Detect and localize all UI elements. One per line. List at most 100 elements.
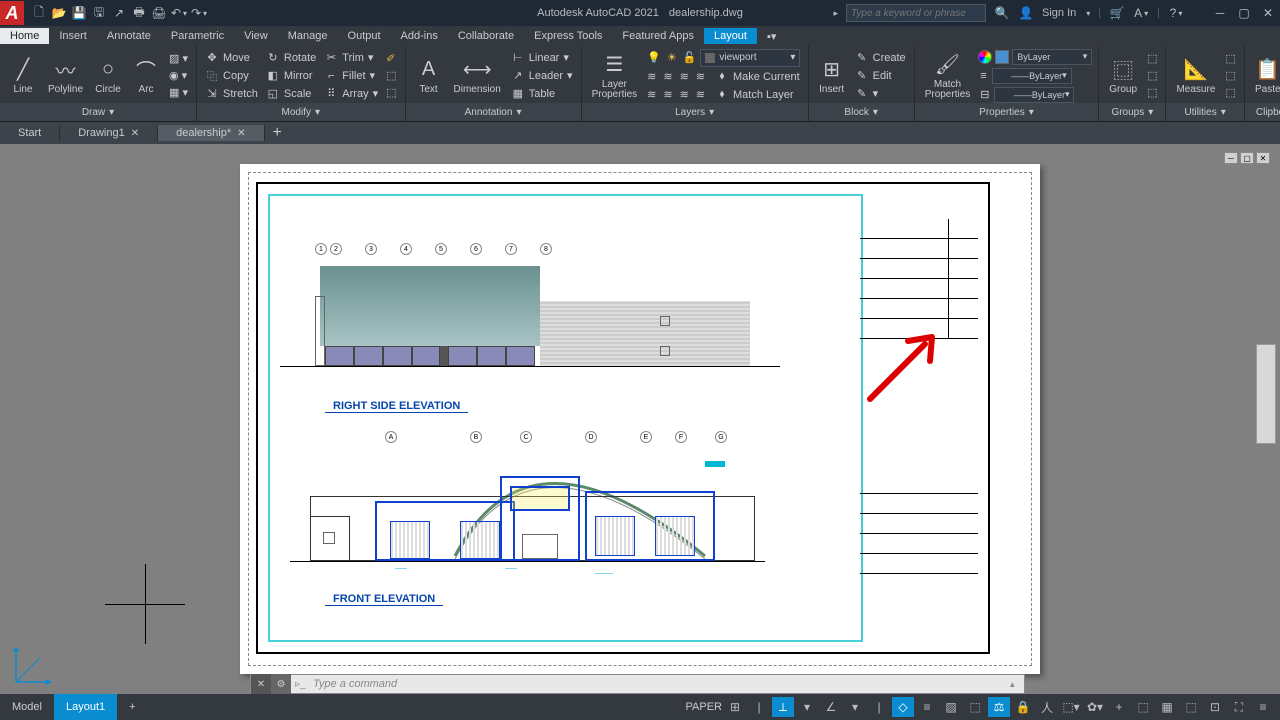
insert-button[interactable]: ⊞Insert <box>815 54 849 97</box>
isolate-icon[interactable]: ⊡ <box>1204 697 1226 717</box>
rotate-button[interactable]: ↻Rotate <box>264 50 318 66</box>
layer-bulb-icon[interactable]: 💡 <box>645 50 663 65</box>
layer-t3-icon[interactable]: ≋ <box>678 69 691 85</box>
lineweight-status-icon[interactable]: ≡ <box>916 697 938 717</box>
line-button[interactable]: ╱Line <box>6 54 40 97</box>
matchlayer-button[interactable]: ⬧Match Layer <box>713 87 796 103</box>
snap-icon[interactable]: ⟂ <box>772 697 794 717</box>
cleanscreen-icon[interactable]: ⛶ <box>1228 697 1250 717</box>
layer-lock-icon[interactable]: 🔓 <box>681 50 699 65</box>
vp-maximize-icon[interactable]: ▢ <box>1240 152 1254 164</box>
drawing-workspace[interactable]: ─ ▢ ✕ 1 2 3 4 5 6 7 8 <box>0 144 1280 694</box>
draw-extra1-icon[interactable]: ▨ ▾ <box>167 51 190 66</box>
annoscale-icon[interactable]: ⚖ <box>988 697 1010 717</box>
util-ex1-icon[interactable]: ⬚ <box>1223 51 1237 66</box>
tab-view[interactable]: View <box>234 28 278 44</box>
status-dd-icon[interactable]: ▾ <box>844 697 866 717</box>
array-button[interactable]: ⠿Array ▾ <box>322 86 380 102</box>
editattr-button[interactable]: ✎▾ <box>853 86 908 102</box>
layout1-tab[interactable]: Layout1 <box>54 694 117 720</box>
tab-home[interactable]: Home <box>0 28 49 44</box>
transparency-icon[interactable]: ▨ <box>940 697 962 717</box>
group-button[interactable]: ⿴Group <box>1105 54 1141 97</box>
scale-button[interactable]: ◱Scale <box>264 86 318 102</box>
filetab-drawing1[interactable]: Drawing1✕ <box>60 125 158 141</box>
color-bylayer-dropdown[interactable]: ByLayer▾ <box>1012 49 1092 65</box>
vp-close-icon[interactable]: ✕ <box>1256 152 1270 164</box>
qat-open-icon[interactable]: 📂 <box>50 4 68 22</box>
vp-minimize-icon[interactable]: ─ <box>1224 152 1238 164</box>
tab-insert[interactable]: Insert <box>49 28 97 44</box>
qat-web-icon[interactable]: ↗ <box>110 4 128 22</box>
signin-link[interactable]: Sign In <box>1042 7 1076 19</box>
app-store-icon[interactable]: A <box>1133 5 1149 21</box>
arc-button[interactable]: ⌒Arc <box>129 54 163 97</box>
tab-output[interactable]: Output <box>338 28 391 44</box>
layer-t2-icon[interactable]: ≋ <box>661 69 674 85</box>
search-input[interactable] <box>846 4 986 22</box>
search-icon[interactable]: 🔍 <box>994 5 1010 21</box>
paste-button[interactable]: 📋Paste <box>1251 54 1280 97</box>
layer-b2-icon[interactable]: ≋ <box>661 87 674 103</box>
qat-print-icon[interactable]: 🖨 <box>150 4 168 22</box>
color-wheel-icon[interactable] <box>978 50 992 64</box>
tab-parametric[interactable]: Parametric <box>161 28 234 44</box>
draw-extra3-icon[interactable]: ▦ ▾ <box>167 85 190 100</box>
layer-sun-icon[interactable]: ☀ <box>665 50 679 65</box>
layer-t1-icon[interactable]: ≋ <box>645 69 658 85</box>
cart-icon[interactable]: 🛒 <box>1109 5 1125 21</box>
qat-undo-icon[interactable]: ↶ <box>170 4 188 22</box>
paper-toggle[interactable]: PAPER <box>686 701 722 713</box>
modify-ex2-icon[interactable]: ⬚ <box>384 68 398 83</box>
lockui-icon[interactable]: ⬚ <box>1180 697 1202 717</box>
qat-new-icon[interactable]: 🗋 <box>30 4 48 22</box>
customization-icon[interactable]: ≡ <box>1252 697 1274 717</box>
tab-manage[interactable]: Manage <box>278 28 338 44</box>
layer-t4-icon[interactable]: ≋ <box>694 69 707 85</box>
share-icon[interactable]: ▸ <box>833 8 838 19</box>
units-icon[interactable]: ⬚ <box>1132 697 1154 717</box>
layer-b4-icon[interactable]: ≋ <box>694 87 707 103</box>
scale-icon[interactable]: ⬚▾ <box>1060 697 1082 717</box>
qat-saveall-icon[interactable]: 🖫 <box>90 4 108 22</box>
table-button[interactable]: ▦Table <box>509 86 575 102</box>
qat-save-icon[interactable]: 💾 <box>70 4 88 22</box>
signin-dropdown-icon[interactable] <box>1084 7 1090 19</box>
command-line[interactable]: ✕ ⚙ ▹_ Type a command ▴ <box>250 674 1025 694</box>
tab-featuredapps[interactable]: Featured Apps <box>612 28 704 44</box>
filetab-start[interactable]: Start <box>0 125 60 141</box>
maximize-icon[interactable]: ▢ <box>1236 5 1252 21</box>
cmdline-close-icon[interactable]: ✕ <box>251 674 271 694</box>
tab-layout[interactable]: Layout <box>704 28 757 44</box>
group-ex3-icon[interactable]: ⬚ <box>1145 85 1159 100</box>
workspace-icon[interactable]: ✿▾ <box>1084 697 1106 717</box>
annotation-vis-icon[interactable]: 人 <box>1036 697 1058 717</box>
modify-ex1-icon[interactable]: ✐ <box>384 51 398 66</box>
polyline-button[interactable]: 〰Polyline <box>44 54 87 97</box>
osnap-icon[interactable]: ◇ <box>892 697 914 717</box>
tab-expresstools[interactable]: Express Tools <box>524 28 612 44</box>
mirror-button[interactable]: ◧Mirror <box>264 68 318 84</box>
leader-button[interactable]: ↗Leader ▾ <box>509 68 575 84</box>
close-icon[interactable]: ✕ <box>1260 5 1276 21</box>
scale-lock-icon[interactable]: 🔒 <box>1012 697 1034 717</box>
edit-button[interactable]: ✎Edit <box>853 68 908 84</box>
cmdline-config-icon[interactable]: ⚙ <box>271 674 291 694</box>
filetab-dealership[interactable]: dealership*✕ <box>158 125 264 141</box>
tab-extra-icon[interactable]: ▪▾ <box>757 28 786 45</box>
linear-button[interactable]: ⊢Linear ▾ <box>509 50 575 66</box>
makecurrent-button[interactable]: ⬧Make Current <box>713 69 802 85</box>
matchprops-button[interactable]: 🖌MatchProperties <box>921 50 975 102</box>
model-tab[interactable]: Model <box>0 694 54 720</box>
group-ex1-icon[interactable]: ⬚ <box>1145 51 1159 66</box>
measure-button[interactable]: 📐Measure <box>1172 54 1219 97</box>
add-layout-button[interactable]: + <box>117 694 147 720</box>
minimize-icon[interactable]: ─ <box>1212 5 1228 21</box>
layer-b1-icon[interactable]: ≋ <box>645 87 658 103</box>
navigation-bar[interactable] <box>1256 344 1276 444</box>
user-icon[interactable]: 👤 <box>1018 5 1034 21</box>
layer-b3-icon[interactable]: ≋ <box>678 87 691 103</box>
command-input[interactable]: Type a command <box>307 678 1010 690</box>
create-button[interactable]: ✎Create <box>853 50 908 66</box>
circle-button[interactable]: ○Circle <box>91 54 125 97</box>
